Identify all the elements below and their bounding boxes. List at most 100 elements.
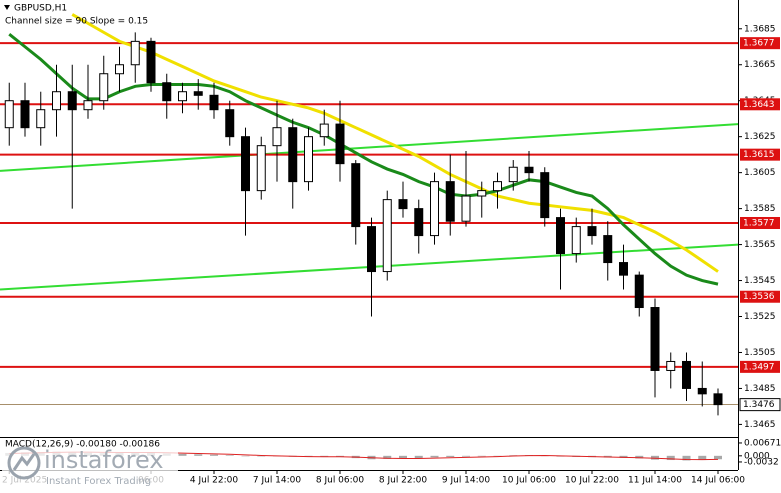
- candle-body: [493, 181, 502, 192]
- logo-icon: [7, 446, 41, 480]
- candle-body: [697, 387, 707, 395]
- y-tick-label: 1.3625: [744, 132, 776, 142]
- candle-body: [540, 172, 550, 219]
- candle-body: [398, 199, 408, 210]
- logo-icon-mark: [12, 453, 36, 471]
- macd-bar: [698, 455, 707, 461]
- level-label: 1.3577: [743, 218, 775, 228]
- macd-label: MACD(12,26,9) -0.00180 -0.00186: [5, 440, 160, 450]
- macd-bar: [257, 455, 266, 457]
- candle-body: [556, 217, 565, 255]
- y-tick-label: 1.3505: [744, 348, 776, 358]
- moving-average: [8, 32, 719, 286]
- candle-body: [619, 262, 628, 276]
- candle-body: [587, 226, 597, 237]
- candle-body: [20, 100, 30, 129]
- symbol-arrow: [4, 5, 10, 10]
- x-tick-label: 14 Jul 06:00: [691, 476, 745, 486]
- current-price-label: 1.3476: [743, 400, 775, 410]
- candle-body: [36, 109, 46, 129]
- macd-bar: [399, 455, 407, 459]
- level-label-box: [740, 98, 780, 111]
- y-tick-label: 1.3585: [744, 204, 776, 214]
- candle-body: [666, 360, 676, 371]
- macd-bar: [493, 455, 502, 457]
- candle-body: [445, 181, 455, 222]
- symbol-label: GBPUSD,H1: [14, 4, 67, 14]
- candle-body: [115, 64, 124, 75]
- candle-body: [414, 208, 424, 237]
- candle-body: [508, 166, 518, 183]
- candle-body: [319, 123, 329, 138]
- candle-body: [461, 195, 471, 222]
- x-tick-label: 8 Jul 06:00: [316, 476, 365, 486]
- candle-body: [335, 123, 345, 165]
- candle-body: [304, 136, 313, 183]
- level-label: 1.3536: [743, 292, 775, 302]
- x-tick-label: 8 Jul 22:00: [379, 476, 428, 486]
- candle-body: [256, 145, 266, 192]
- logo: instaforex Instant Forex Trading: [2, 442, 178, 488]
- logo-name: instaforex: [44, 446, 164, 474]
- current-price-box: [739, 398, 781, 412]
- candle-body: [225, 109, 235, 138]
- x-tick-label: 7 Jul 14:00: [253, 476, 302, 486]
- level-label: 1.3497: [743, 362, 775, 372]
- candle-body: [209, 94, 219, 111]
- y-tick-label: 1.3525: [744, 312, 776, 322]
- candle-body: [477, 190, 487, 197]
- macd-bar: [666, 455, 675, 461]
- candle-body: [367, 226, 376, 273]
- candle-body: [193, 91, 203, 96]
- candle-body: [241, 136, 250, 192]
- x-tick-label: 10 Jul 06:00: [502, 476, 556, 486]
- macd-bar: [682, 455, 691, 461]
- level-label: 1.3643: [743, 100, 775, 110]
- level-label-box: [740, 148, 780, 161]
- indicator-label: Channel size = 90 Slope = 0.15: [5, 17, 148, 27]
- macd-bar: [241, 455, 250, 457]
- macd-bar: [477, 455, 486, 457]
- macd-bar: [414, 455, 423, 459]
- y-tick-label: 1.3465: [744, 420, 776, 430]
- channel-line: [0, 123, 739, 172]
- macd-tick-label: 0.00671: [744, 438, 781, 448]
- x-tick-label: 4 Jul 22:00: [190, 476, 239, 486]
- candle-body: [634, 274, 644, 309]
- candle-body: [4, 100, 14, 129]
- candle-body: [650, 307, 660, 371]
- candle-body: [571, 226, 581, 255]
- y-tick-label: 1.3485: [744, 384, 776, 394]
- macd-bar: [635, 455, 644, 459]
- y-tick-label: 1.3605: [744, 168, 776, 178]
- candle-body: [351, 163, 361, 228]
- macd-bar: [462, 455, 470, 457]
- candle-body: [524, 166, 534, 174]
- macd-bar: [430, 455, 439, 458]
- level-label: 1.3615: [743, 150, 775, 160]
- candle-body: [430, 181, 439, 237]
- level-label: 1.3677: [743, 39, 775, 49]
- x-tick-label: 11 Jul 14:00: [628, 476, 682, 486]
- moving-average: [71, 13, 719, 273]
- x-tick-label: 9 Jul 14:00: [442, 476, 491, 486]
- macd-bar: [383, 455, 392, 459]
- macd-bar: [210, 454, 218, 456]
- macd-bar: [714, 455, 722, 460]
- candle-body: [130, 40, 140, 66]
- y-tick-label: 1.3665: [744, 60, 776, 70]
- y-tick-label: 1.3685: [744, 24, 776, 34]
- y-tick-label: 1.3565: [744, 240, 776, 250]
- candle-body: [83, 100, 93, 111]
- candle-body: [146, 40, 156, 84]
- macd-bar: [194, 454, 203, 456]
- candle-body: [682, 360, 691, 389]
- macd-tick-label: -0.0032: [744, 457, 779, 467]
- macd-bar: [178, 453, 187, 456]
- candle-body: [713, 393, 723, 406]
- candle-body: [272, 127, 282, 147]
- x-tick-label: 10 Jul 22:00: [565, 476, 619, 486]
- candle-body: [162, 82, 172, 102]
- candle-body: [382, 199, 392, 273]
